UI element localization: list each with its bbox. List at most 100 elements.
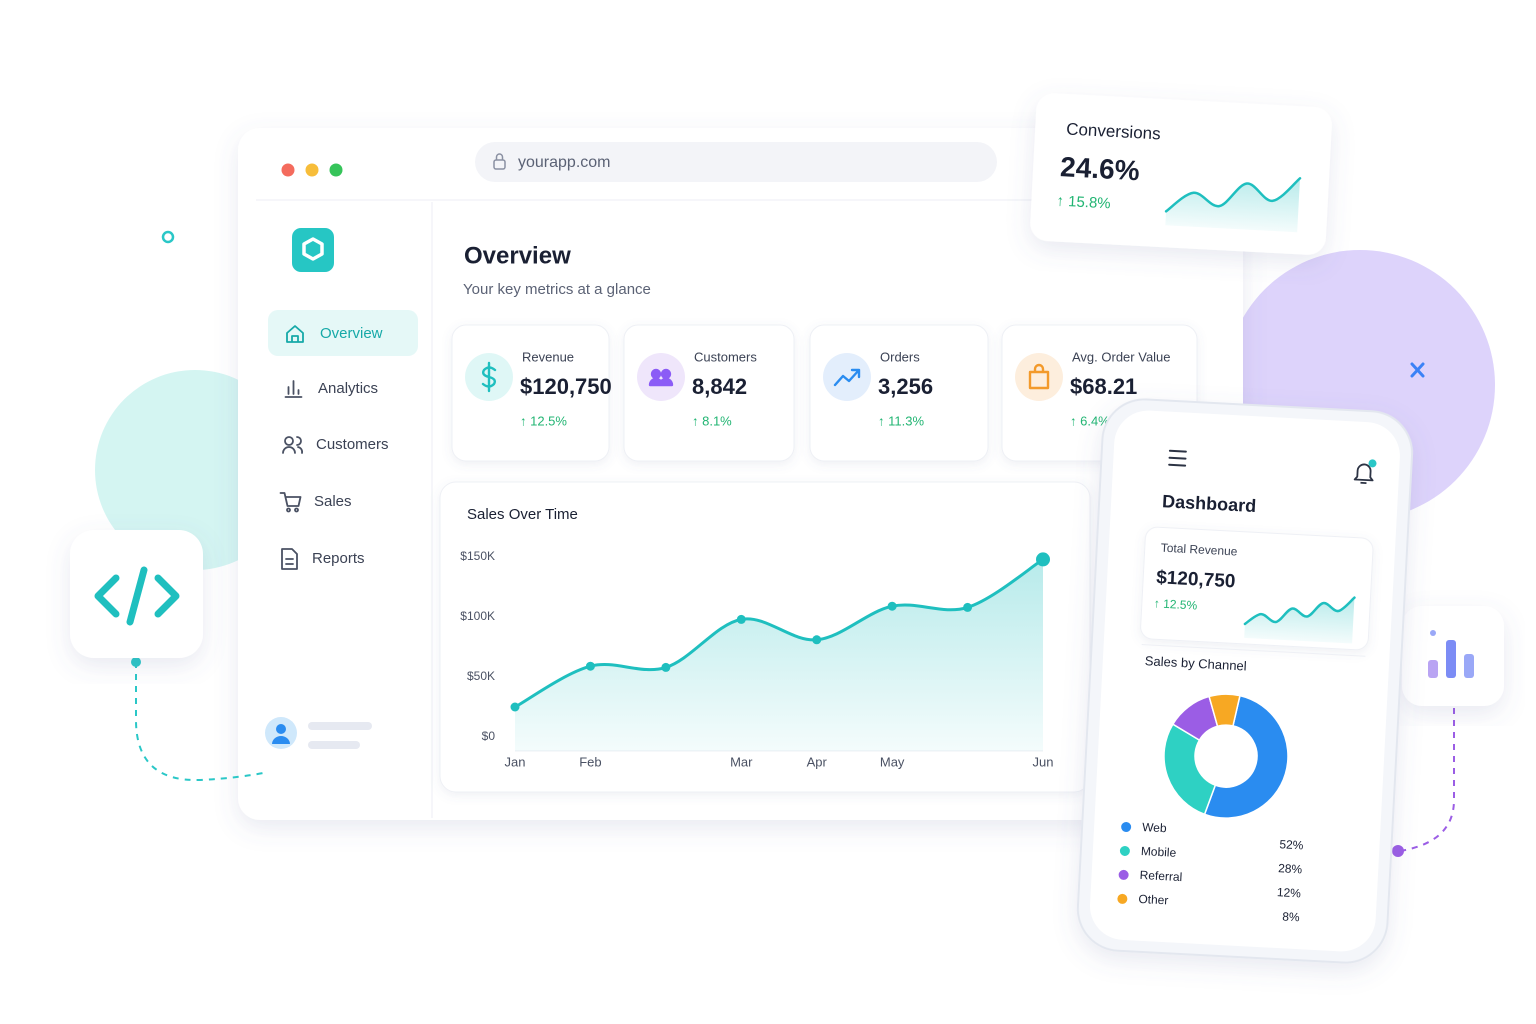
logo (292, 228, 334, 272)
y-tick-label: $100K (460, 609, 495, 623)
metric-label: Customers (694, 349, 757, 364)
nav-label: Overview (320, 325, 383, 342)
pie-slice (1203, 694, 1289, 819)
nav-item[interactable]: Customers (282, 436, 389, 454)
nav-item[interactable]: Sales (279, 492, 352, 513)
data-label: 52% (1279, 837, 1304, 852)
metric-label: Revenue (522, 349, 574, 364)
legend-label: Web (1142, 820, 1167, 835)
legend-swatch (1118, 869, 1129, 880)
logo-mark (302, 237, 324, 261)
metric-value: 3,256 (878, 374, 933, 399)
url-text: yourapp.com (518, 154, 611, 171)
cross (1410, 362, 1425, 378)
line-area (1244, 597, 1355, 644)
nav-label: Reports (312, 550, 365, 567)
nav-icon (281, 548, 298, 570)
x-tick-label: Jan (505, 754, 526, 769)
line-area (515, 559, 1043, 751)
metric-icon (1028, 363, 1050, 390)
nav-active (268, 310, 418, 356)
y-tick-label: $0 (482, 729, 496, 743)
point (661, 662, 671, 672)
lock-icon (493, 159, 506, 170)
connector-dot (131, 657, 141, 667)
metric-value: 8,842 (692, 374, 747, 399)
point (585, 661, 595, 671)
avatar-head (276, 724, 286, 734)
point (1036, 552, 1050, 567)
point (510, 702, 520, 712)
page-subtitle: Your key metrics at a glance (463, 281, 651, 298)
metric-icon-bg (823, 353, 871, 401)
screen-title: Dashboard (1162, 491, 1257, 516)
card-change: ↑ 15.8% (1056, 193, 1111, 213)
card-change: ↑ 12.5% (1154, 596, 1198, 612)
card-title: Conversions (1066, 119, 1161, 143)
metric-icon (833, 368, 861, 387)
point (963, 602, 973, 612)
data-label: 12% (1277, 885, 1302, 900)
connector-dot (1392, 845, 1404, 857)
card-value: $120,750 (1156, 567, 1236, 592)
menu-icon[interactable] (1168, 449, 1187, 467)
metric-change: ↑ 8.1% (692, 413, 732, 428)
chart-title: Sales Over Time (467, 506, 578, 523)
data-label: 8% (1282, 909, 1300, 924)
line-area (1165, 178, 1300, 233)
nav-item[interactable]: Overview (286, 325, 383, 343)
metric-card: Revenue $120,750 ↑ 12.5% (451, 324, 612, 462)
legend-swatch (1117, 893, 1128, 904)
metric-change: ↑ 6.4% (1070, 413, 1110, 428)
badge-bar (1446, 640, 1456, 678)
pie-slice (1163, 723, 1217, 816)
x-tick-label: Apr (807, 754, 828, 769)
nav-icon (284, 380, 303, 398)
window-dot (305, 163, 319, 177)
ring (161, 230, 175, 244)
line (513, 557, 1045, 709)
lock-icon (495, 153, 504, 160)
legend-label: Other (1138, 892, 1169, 908)
nav-item[interactable]: Analytics (284, 380, 379, 398)
y-tick-label: $50K (467, 669, 495, 683)
nav-icon (279, 492, 302, 513)
divider (1141, 644, 1366, 657)
badge-bar (1464, 654, 1474, 678)
card-value: 24.6% (1059, 151, 1140, 186)
url-bar[interactable] (475, 142, 997, 182)
window-dot (329, 163, 343, 177)
line (1243, 596, 1356, 626)
nav-item[interactable]: Reports (281, 548, 365, 570)
legend-label: Referral (1139, 868, 1182, 884)
nav-icon (286, 325, 304, 343)
phone: Dashboard Total Revenue $120,750 ↑ 12.5% Sal… (1076, 398, 1414, 964)
bell-icon[interactable] (1353, 463, 1374, 484)
phone-screen (1090, 410, 1400, 952)
avatar-body (272, 736, 290, 744)
metric-change: ↑ 11.3% (878, 413, 924, 428)
placeholder-bar (308, 741, 360, 749)
page-title: Overview (464, 242, 571, 269)
connector (135, 662, 269, 782)
connector (1399, 708, 1455, 852)
nav-label: Customers (316, 436, 389, 453)
legend-label: Mobile (1141, 844, 1177, 860)
badge-dot (1430, 630, 1436, 636)
metric-icon-bg (1015, 353, 1063, 401)
metric-icon (648, 368, 674, 387)
x-tick-label: Feb (579, 754, 601, 769)
metric-value: $68.21 (1070, 374, 1137, 399)
window-dot (281, 163, 295, 177)
metric-change: ↑ 12.5% (520, 413, 567, 428)
x-tick-label: Mar (730, 754, 753, 769)
point (812, 635, 822, 645)
y-tick-label: $150K (460, 549, 495, 563)
legend-swatch (1119, 845, 1130, 856)
nav-icon (282, 436, 303, 454)
metric-value: $120,750 (520, 374, 612, 399)
conversions-card: Conversions 24.6% ↑ 15.8% (1030, 93, 1332, 255)
window-content: yourapp.com Overview Analytics Customers Sal… (279, 154, 1198, 769)
